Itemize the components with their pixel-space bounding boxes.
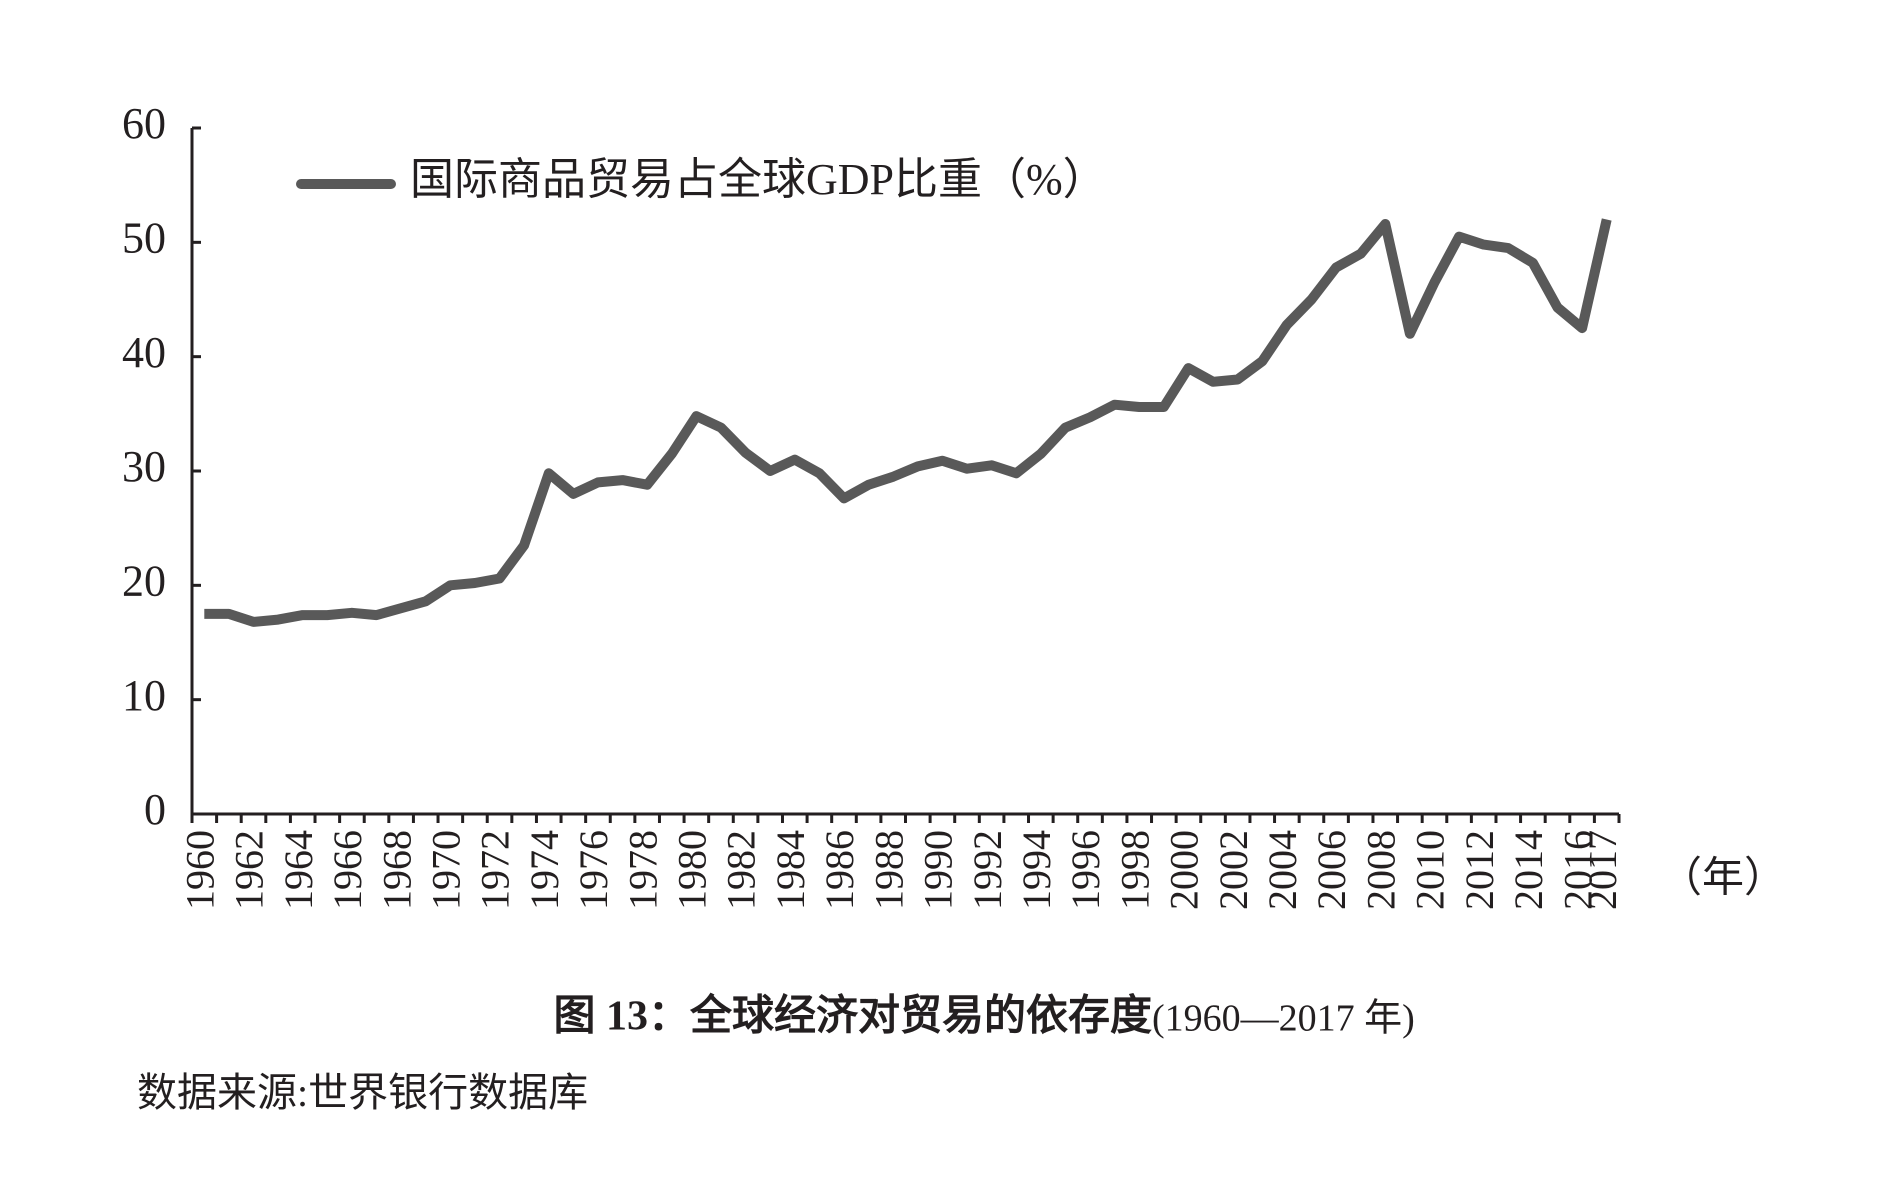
x-tick-label: 2008: [1358, 830, 1403, 910]
data-line: [204, 218, 1612, 627]
x-tick-label: 1990: [916, 830, 961, 910]
x-tick-label: 1992: [965, 830, 1010, 910]
y-tick-label: 30: [122, 442, 166, 491]
x-tick-label: 1976: [571, 830, 616, 910]
x-tick-label: 1988: [866, 830, 911, 910]
x-tick-label: 2006: [1309, 830, 1354, 910]
x-tick-label: 1984: [768, 830, 813, 910]
x-tick-label: 1964: [276, 830, 321, 910]
x-tick-label: 1998: [1112, 830, 1157, 910]
x-tick-label: 2016: [1555, 830, 1600, 910]
y-tick-label: 20: [122, 556, 166, 605]
x-tick-label: 2000: [1162, 830, 1207, 910]
x-axis-unit: （年）: [1660, 855, 1786, 902]
x-tick-label: 1978: [620, 830, 665, 910]
x-tick-label: 1970: [424, 830, 469, 910]
x-tick-label: 1994: [1014, 830, 1059, 910]
x-tick-label: 1962: [227, 830, 272, 910]
x-tick-label: 2002: [1211, 830, 1256, 910]
legend-label: 国际商品贸易占全球GDP比重（%）: [410, 155, 1107, 204]
x-tick-label: 1980: [670, 830, 715, 910]
y-tick-label: 50: [122, 213, 166, 262]
y-tick-label: 10: [122, 671, 166, 720]
x-tick-label: 1982: [719, 830, 764, 910]
x-tick-label: 1966: [325, 830, 370, 910]
source-note: 数据来源:世界银行数据库: [137, 1070, 588, 1115]
y-tick-label: 40: [122, 328, 166, 377]
x-tick-label: 1974: [522, 830, 567, 910]
x-tick-label: 1996: [1063, 830, 1108, 910]
chart-title-period: (1960—2017 年): [1152, 998, 1415, 1040]
y-tick-label: 60: [122, 99, 166, 148]
x-tick-label: 1986: [817, 830, 862, 910]
x-tick-label: 2014: [1506, 830, 1551, 910]
chart-title: 图 13：全球经济对贸易的依存度: [553, 992, 1152, 1040]
x-tick-label: 2004: [1260, 830, 1305, 910]
x-tick-label: 1968: [374, 830, 419, 910]
x-tick-label: 2012: [1457, 830, 1502, 910]
x-tick-label: 2017: [1580, 830, 1625, 910]
x-tick-label: 2010: [1408, 830, 1453, 910]
x-tick-label: 1972: [473, 830, 518, 910]
x-tick-label: 1960: [177, 830, 222, 910]
y-tick-label: 0: [144, 785, 166, 834]
